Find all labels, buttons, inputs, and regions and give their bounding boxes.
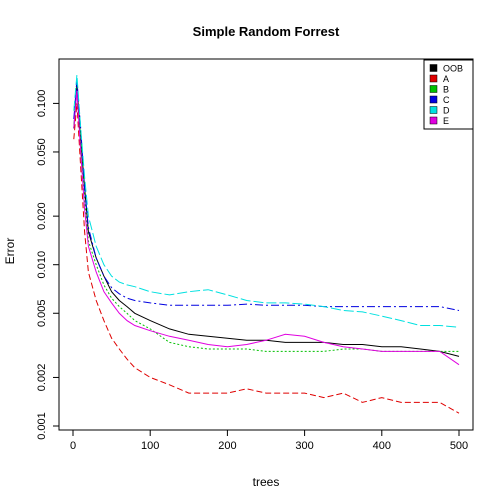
- x-tick-label: 0: [70, 440, 76, 452]
- series-line-d: [73, 74, 460, 328]
- x-axis-label: trees: [253, 475, 280, 489]
- legend-swatch-oob: [429, 64, 438, 72]
- x-axis: 0 100 200 300 400 500: [70, 430, 468, 452]
- x-tick-label: 400: [373, 440, 391, 452]
- series-line-e: [73, 90, 460, 366]
- legend-swatch-e: [429, 116, 438, 125]
- series-line-oob: [73, 84, 460, 357]
- legend-swatch-a: [429, 74, 438, 83]
- y-axis-label: Error: [3, 238, 17, 265]
- plot-frame: [58, 58, 474, 431]
- series-line-c: [73, 79, 460, 311]
- y-tick-label: 0.050: [36, 138, 48, 166]
- legend-label: OOB: [443, 64, 463, 74]
- series-line-b: [73, 90, 459, 352]
- y-tick-label: 0.020: [36, 202, 48, 230]
- y-tick-label: 0.002: [36, 364, 48, 392]
- series-layer: [73, 74, 460, 414]
- legend-swatch-b: [429, 85, 438, 93]
- y-axis: 0.001 0.002 0.005 0.010 0.020 0.050 0.100: [36, 90, 59, 440]
- x-tick-label: 300: [295, 440, 313, 452]
- y-tick-label: 0.100: [36, 90, 48, 118]
- x-tick-label: 200: [218, 440, 236, 452]
- legend-swatch-c: [429, 95, 438, 104]
- x-tick-label: 100: [141, 440, 159, 452]
- y-tick-label: 0.005: [36, 299, 48, 327]
- series-line-a: [73, 103, 460, 414]
- legend-label: A: [443, 74, 449, 84]
- legend-swatch-d: [429, 106, 438, 114]
- legend-label: E: [443, 116, 449, 126]
- chart-title: Simple Random Forrest: [193, 24, 340, 39]
- y-tick-label: 0.010: [36, 251, 48, 279]
- y-tick-label: 0.001: [36, 412, 48, 440]
- legend-label: B: [443, 85, 449, 95]
- x-tick-label: 500: [450, 440, 468, 452]
- legend-label: C: [443, 95, 450, 105]
- legend-label: D: [443, 106, 450, 116]
